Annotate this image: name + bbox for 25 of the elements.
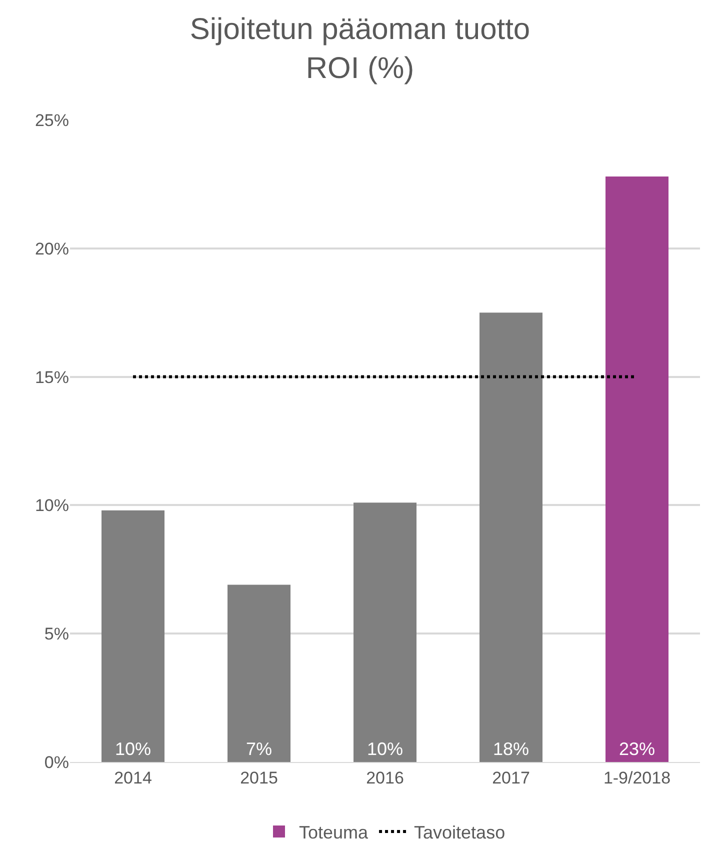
bar bbox=[354, 502, 416, 762]
legend-label: Tavoitetaso bbox=[414, 822, 506, 843]
chart-title: Sijoitetun pääoman tuotto bbox=[190, 12, 530, 46]
bar bbox=[480, 312, 542, 762]
data-label: 10% bbox=[114, 739, 152, 759]
x-tick-label: 2015 bbox=[240, 768, 278, 788]
y-tick-label: 10% bbox=[34, 496, 69, 516]
y-tick-label: 0% bbox=[44, 752, 69, 772]
y-tick-label: 25% bbox=[34, 110, 69, 130]
y-tick-label: 5% bbox=[44, 624, 69, 644]
chart-subtitle: ROI (%) bbox=[306, 52, 414, 85]
data-label: 18% bbox=[492, 739, 530, 759]
x-tick-label: 2014 bbox=[114, 768, 152, 788]
data-label: 23% bbox=[618, 739, 656, 759]
bar bbox=[102, 510, 164, 762]
data-label: 10% bbox=[366, 739, 404, 759]
legend-label: Toteuma bbox=[299, 822, 370, 843]
bar bbox=[606, 176, 668, 762]
bar bbox=[228, 584, 290, 762]
x-tick-label: 1-9/2018 bbox=[603, 768, 671, 788]
y-tick-label: 20% bbox=[34, 239, 69, 258]
x-tick-label: 2017 bbox=[492, 768, 530, 788]
y-tick-label: 15% bbox=[34, 368, 69, 387]
data-label: 7% bbox=[246, 739, 272, 759]
x-tick-label: 2016 bbox=[366, 768, 404, 788]
